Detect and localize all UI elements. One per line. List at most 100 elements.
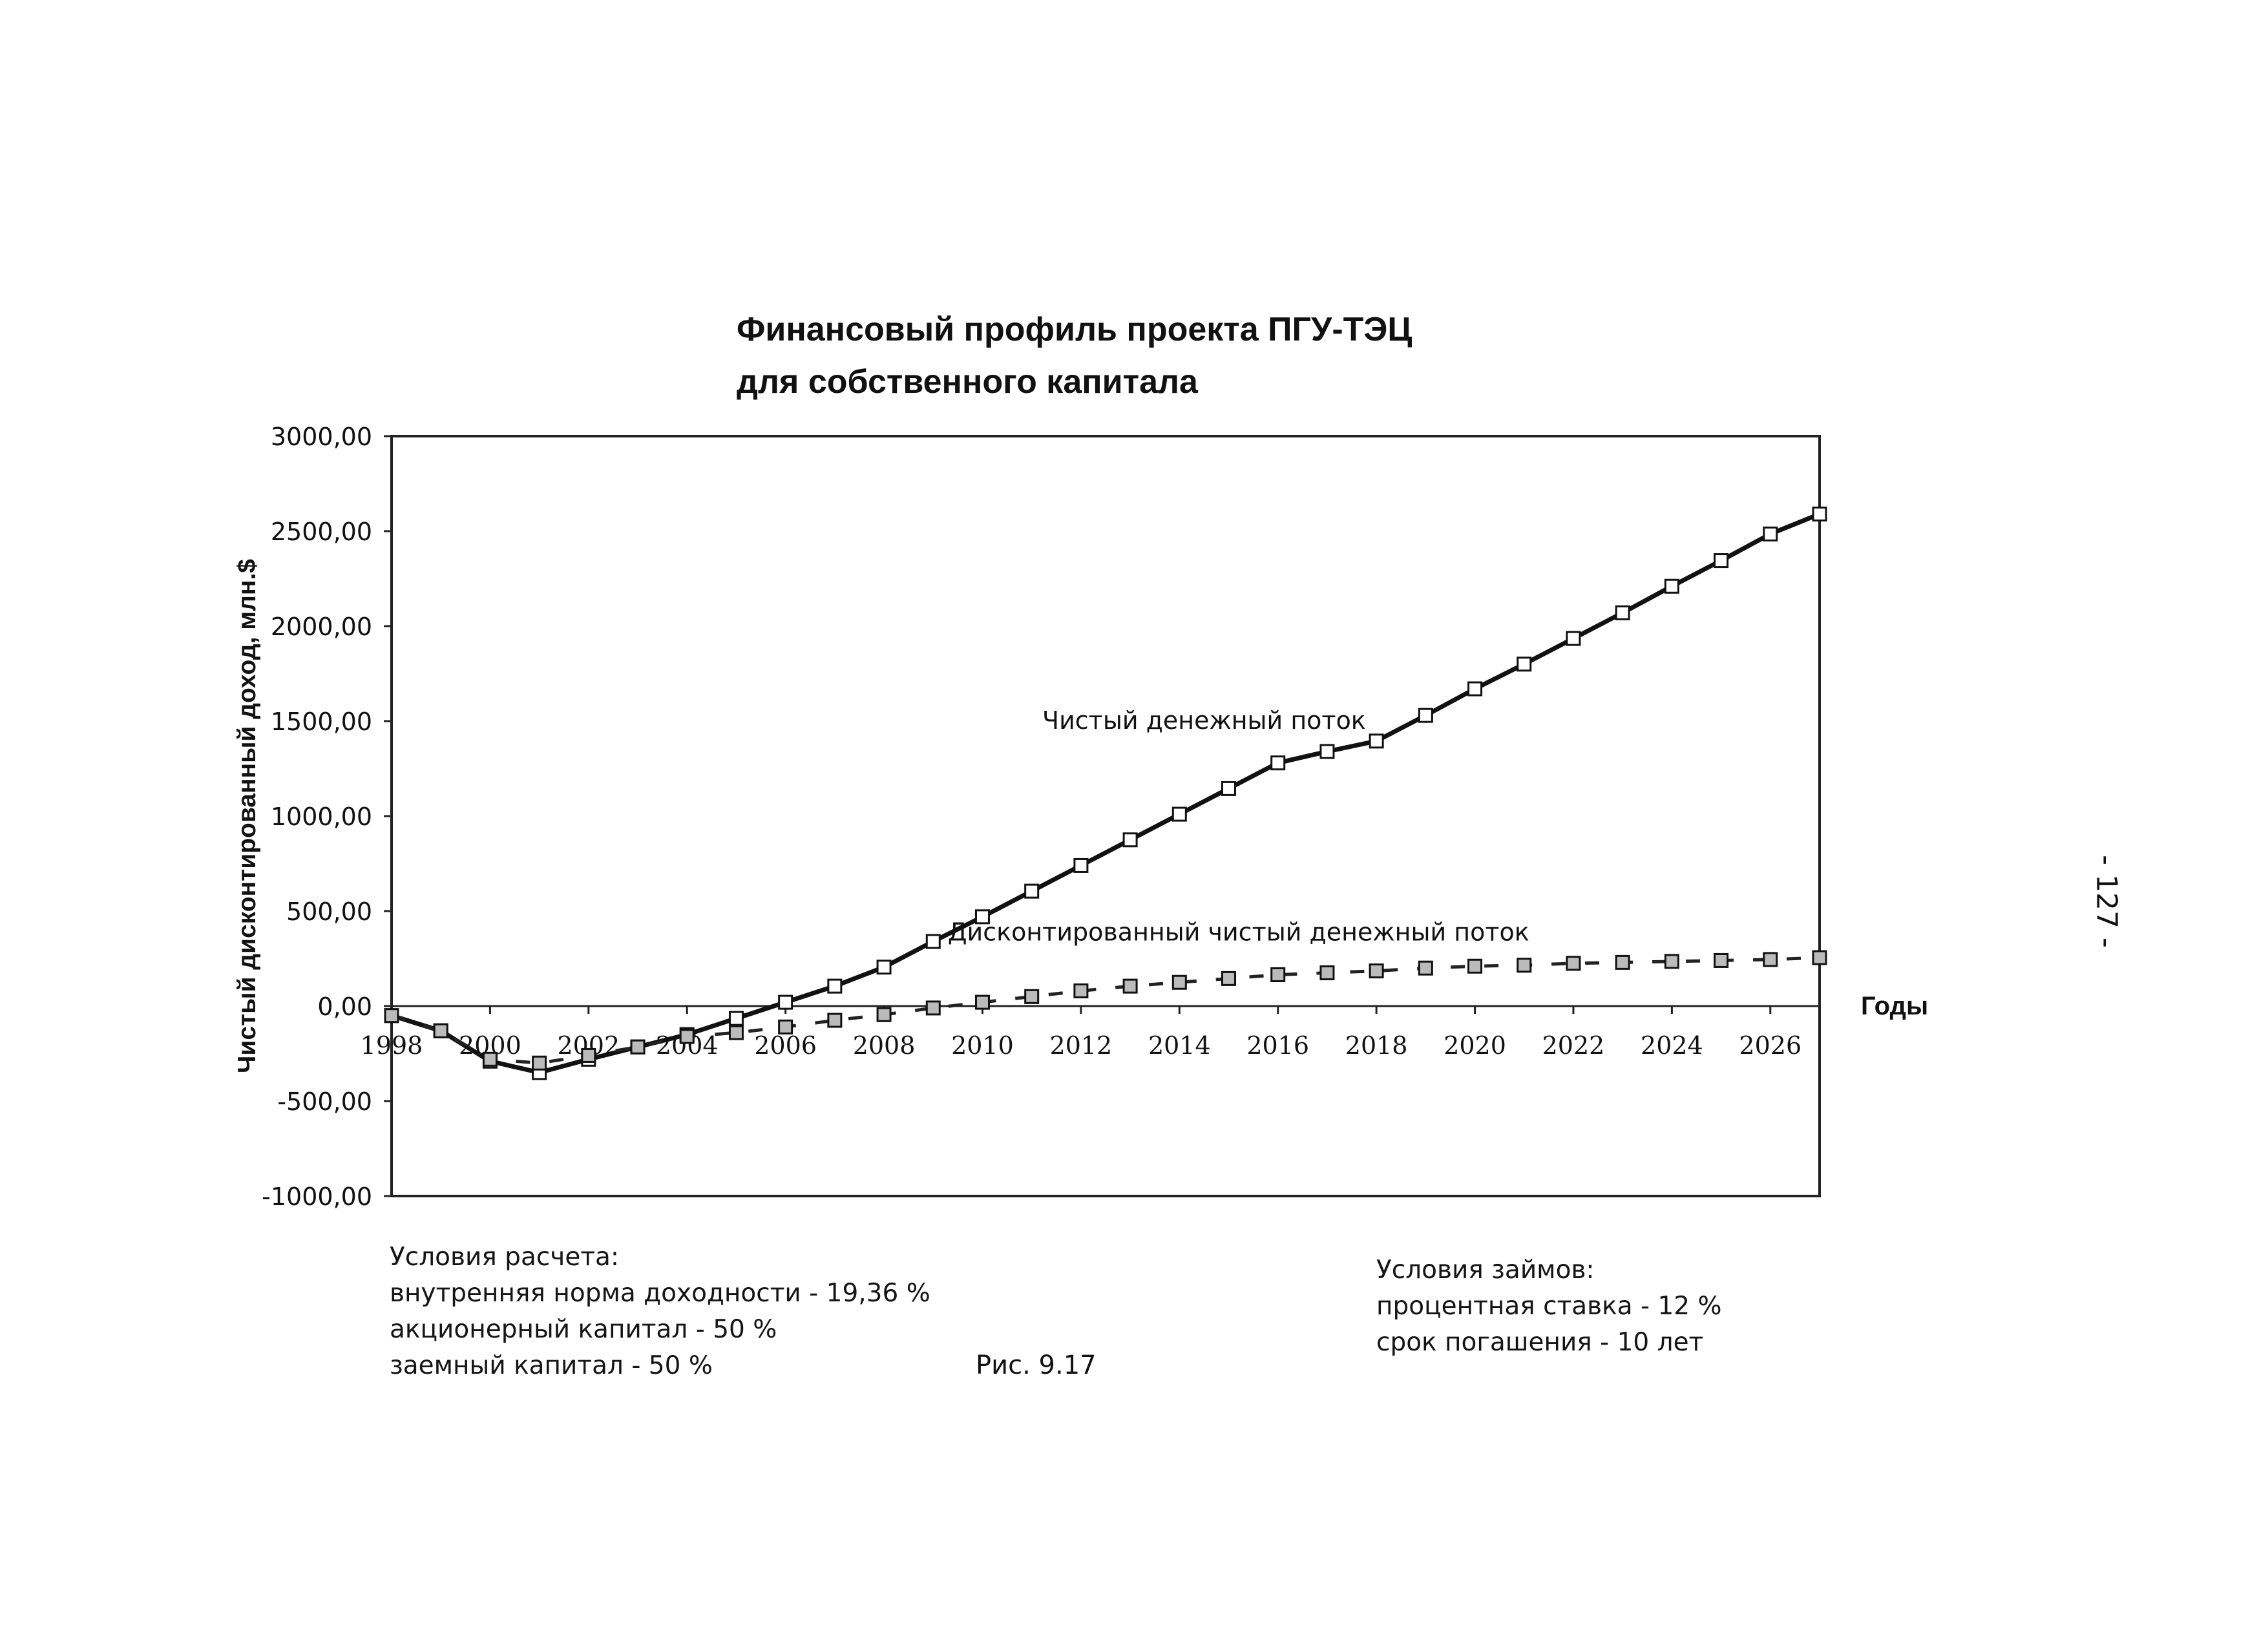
y-axis-label: Чистый дисконтированный доход, млн.$ bbox=[233, 559, 261, 1073]
y-tick-label: -500,00 bbox=[277, 1087, 372, 1116]
data-point bbox=[433, 1023, 448, 1038]
data-point bbox=[1566, 956, 1581, 971]
data-point bbox=[1566, 631, 1581, 646]
data-point bbox=[1171, 974, 1187, 990]
y-tick-label: 2000,00 bbox=[271, 613, 372, 641]
data-point bbox=[778, 1019, 793, 1035]
y-tick-label: 1500,00 bbox=[271, 708, 372, 736]
data-point bbox=[1024, 883, 1040, 899]
data-point bbox=[1812, 950, 1827, 965]
data-point bbox=[1270, 755, 1286, 771]
loan-condition-term: срок погашения - 10 лет bbox=[1376, 1328, 1704, 1357]
x-tick-label: 2010 bbox=[951, 1031, 1014, 1060]
x-tick-label: 1998 bbox=[361, 1031, 423, 1060]
data-point bbox=[1171, 806, 1187, 822]
data-point bbox=[1467, 958, 1483, 974]
data-point bbox=[1664, 954, 1679, 969]
data-point bbox=[778, 994, 793, 1010]
data-point bbox=[1369, 963, 1384, 979]
data-point bbox=[1418, 708, 1433, 723]
data-point bbox=[581, 1047, 596, 1063]
data-point bbox=[827, 1013, 843, 1028]
data-point bbox=[1122, 978, 1138, 994]
data-point bbox=[1517, 958, 1532, 973]
x-axis: 1998 2000 2002 2004 2006 2008 2010 2012 2014 2016… bbox=[361, 1005, 1820, 1060]
x-tick-label: 2020 bbox=[1444, 1031, 1506, 1060]
data-point bbox=[1270, 967, 1286, 982]
calculation-condition-equity: акционерный капитал - 50 % bbox=[390, 1315, 777, 1344]
data-point bbox=[1763, 952, 1778, 967]
data-point bbox=[1221, 781, 1237, 796]
series-annotation: Дисконтированный чистый денежный поток bbox=[948, 918, 1529, 947]
calculation-conditions: Условия расчета: внутренняя норма доходн… bbox=[390, 1239, 930, 1384]
x-tick-label: 2022 bbox=[1542, 1031, 1605, 1060]
data-point bbox=[1615, 954, 1630, 970]
data-point bbox=[482, 1051, 498, 1067]
x-tick-label: 2024 bbox=[1641, 1031, 1703, 1060]
y-tick-label: 3000,00 bbox=[271, 423, 372, 451]
data-point bbox=[1073, 857, 1089, 873]
data-point bbox=[1467, 681, 1483, 697]
data-point bbox=[925, 934, 941, 949]
calculation-conditions-heading: Условия расчета: bbox=[390, 1243, 620, 1272]
y-tick-label: 1000,00 bbox=[271, 803, 372, 831]
figure-caption: Рис. 9.17 bbox=[976, 1350, 1097, 1380]
y-tick-label: 500,00 bbox=[286, 898, 372, 926]
x-tick-label: 2012 bbox=[1050, 1031, 1113, 1060]
data-point bbox=[1369, 733, 1384, 749]
series-layer bbox=[384, 507, 1827, 1080]
series-line bbox=[390, 512, 1821, 1075]
data-point bbox=[876, 1007, 892, 1022]
data-point bbox=[1812, 507, 1827, 522]
x-tick-label: 2006 bbox=[754, 1031, 817, 1060]
data-point bbox=[1319, 965, 1335, 981]
calculation-condition-irr: внутренняя норма доходности - 19,36 % bbox=[390, 1279, 930, 1308]
chart-subtitle: для собственного капитала bbox=[737, 362, 1198, 401]
data-point bbox=[925, 1000, 941, 1016]
loan-conditions: Условия займов: процентная ставка - 12 %… bbox=[1376, 1252, 1722, 1361]
x-tick-label: 2016 bbox=[1246, 1031, 1309, 1060]
loan-conditions-heading: Условия займов: bbox=[1376, 1255, 1595, 1285]
data-point bbox=[1122, 832, 1138, 848]
data-point bbox=[630, 1039, 646, 1055]
data-point bbox=[1763, 526, 1778, 541]
x-tick-label: 2008 bbox=[853, 1031, 916, 1060]
data-point bbox=[1073, 983, 1089, 998]
series-annotation: Чистый денежный поток bbox=[1042, 706, 1366, 735]
y-tick-label: 0,00 bbox=[317, 993, 372, 1021]
x-tick-label: 2026 bbox=[1739, 1031, 1801, 1060]
x-axis-label: Годы bbox=[1861, 992, 1928, 1020]
data-point bbox=[1024, 989, 1040, 1004]
data-point bbox=[827, 978, 843, 994]
page-number: - 127 - bbox=[2090, 855, 2123, 948]
data-point bbox=[974, 909, 990, 925]
data-point bbox=[679, 1029, 695, 1044]
data-point bbox=[1517, 656, 1532, 672]
x-tick-label: 2018 bbox=[1345, 1031, 1408, 1060]
data-point bbox=[1615, 605, 1630, 620]
data-point bbox=[1319, 744, 1335, 759]
series-1 bbox=[384, 507, 1827, 1080]
data-point bbox=[876, 960, 892, 975]
data-point bbox=[1714, 952, 1729, 968]
x-tick-label: 2014 bbox=[1148, 1031, 1211, 1060]
data-point bbox=[1221, 971, 1237, 986]
data-point bbox=[1714, 553, 1729, 569]
plot-area-border bbox=[390, 435, 1821, 1197]
data-point bbox=[384, 1008, 399, 1024]
data-point bbox=[974, 994, 990, 1010]
data-point bbox=[532, 1055, 547, 1071]
data-point bbox=[728, 1025, 744, 1040]
loan-condition-rate: процентная ставка - 12 % bbox=[1376, 1292, 1722, 1321]
y-tick-label: -1000,00 bbox=[262, 1182, 372, 1211]
calculation-condition-debt: заемный капитал - 50 % bbox=[390, 1351, 713, 1380]
y-tick-label: 2500,00 bbox=[271, 518, 372, 546]
data-point bbox=[1664, 578, 1679, 594]
series-2 bbox=[384, 950, 1827, 1071]
data-point bbox=[1418, 960, 1433, 976]
series-line bbox=[391, 956, 1820, 1065]
y-axis: 3000,00 2500,00 2000,00 1500,00 1000,00 500,0… bbox=[262, 423, 392, 1211]
data-point bbox=[728, 1011, 744, 1026]
annotation-layer: Чистый денежный поток Дисконтированный чи… bbox=[948, 706, 1529, 947]
